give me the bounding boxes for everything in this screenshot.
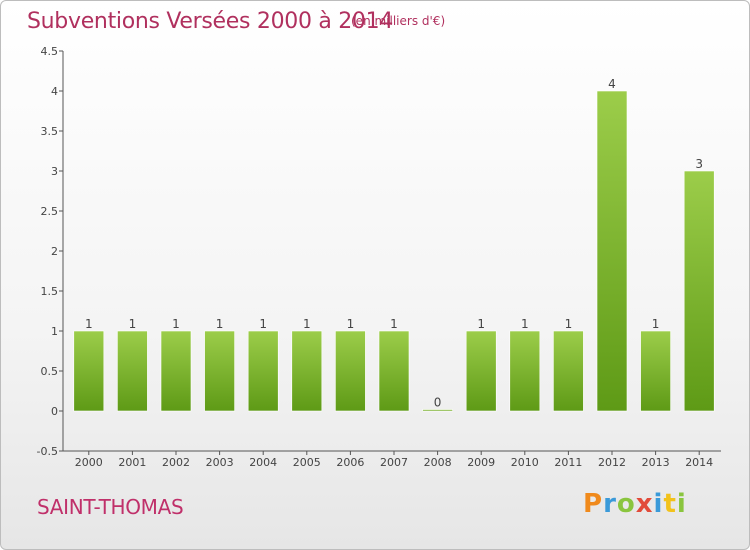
x-tick-label-2012: 2012 xyxy=(598,456,626,469)
y-tick-label: 3 xyxy=(51,165,58,178)
x-tick-label-2007: 2007 xyxy=(380,456,408,469)
x-tick-label-2013: 2013 xyxy=(642,456,670,469)
value-label-2009: 1 xyxy=(477,317,485,331)
x-tick-label-2002: 2002 xyxy=(162,456,190,469)
logo-letter: i xyxy=(653,489,664,519)
y-tick-label: 1 xyxy=(51,325,58,338)
logo-letter: x xyxy=(635,489,654,519)
value-label-2012: 4 xyxy=(608,77,616,91)
logo-letter: o xyxy=(616,489,636,519)
bar-2005 xyxy=(291,330,323,412)
value-label-2003: 1 xyxy=(216,317,224,331)
value-label-2005: 1 xyxy=(303,317,311,331)
bar-2009 xyxy=(465,330,497,412)
logo-letter: i xyxy=(676,489,687,519)
bar-2010 xyxy=(509,330,541,412)
logo-letter: t xyxy=(663,489,677,519)
x-tick-label-2008: 2008 xyxy=(424,456,452,469)
value-label-2007: 1 xyxy=(390,317,398,331)
x-tick-label-2009: 2009 xyxy=(467,456,495,469)
chart-subtitle: (en milliers d'€) xyxy=(351,14,446,28)
value-label-2004: 1 xyxy=(259,317,267,331)
x-tick-label-2001: 2001 xyxy=(118,456,146,469)
value-label-2014: 3 xyxy=(695,157,703,171)
value-label-2000: 1 xyxy=(85,317,93,331)
value-label-2006: 1 xyxy=(347,317,355,331)
commune-name: SAINT-THOMAS xyxy=(37,495,184,519)
bar-2003 xyxy=(204,330,235,412)
x-tick-label-2000: 2000 xyxy=(75,456,103,469)
value-label-2001: 1 xyxy=(129,317,137,331)
y-tick-label: 4.5 xyxy=(41,45,59,58)
chart-title: Subventions Versées 2000 à 2014 xyxy=(27,9,394,34)
y-tick-label: 0.5 xyxy=(41,365,59,378)
x-tick-label-2010: 2010 xyxy=(511,456,539,469)
bar-2012 xyxy=(596,90,628,412)
bar-2001 xyxy=(117,330,148,412)
value-label-2008: 0 xyxy=(434,396,442,410)
y-tick-label: -0.5 xyxy=(37,445,58,458)
bar-2002 xyxy=(160,330,192,412)
bar-2006 xyxy=(335,330,366,412)
y-tick-label: 4 xyxy=(51,85,58,98)
value-label-2013: 1 xyxy=(652,317,660,331)
bar-2011 xyxy=(553,330,584,412)
bar-2000 xyxy=(73,330,105,412)
bar-2004 xyxy=(247,330,279,412)
proxiti-logo: Proxiti xyxy=(583,489,687,519)
bar-2007 xyxy=(378,330,410,412)
bar-2008 xyxy=(422,409,453,412)
bar-2013 xyxy=(640,330,671,412)
x-tick-label-2003: 2003 xyxy=(206,456,234,469)
value-label-2002: 1 xyxy=(172,317,180,331)
y-tick-label: 2.5 xyxy=(41,205,59,218)
value-label-2010: 1 xyxy=(521,317,529,331)
x-tick-label-2006: 2006 xyxy=(336,456,364,469)
y-tick-label: 3.5 xyxy=(41,125,59,138)
y-tick-label: 0 xyxy=(51,405,58,418)
x-tick-label-2004: 2004 xyxy=(249,456,277,469)
y-tick-label: 1.5 xyxy=(41,285,59,298)
value-label-2011: 1 xyxy=(565,317,573,331)
x-tick-label-2005: 2005 xyxy=(293,456,321,469)
logo-letter: r xyxy=(603,489,617,519)
logo-letter: P xyxy=(583,489,604,519)
x-tick-label-2011: 2011 xyxy=(554,456,582,469)
y-tick-label: 2 xyxy=(51,245,58,258)
x-tick-label-2014: 2014 xyxy=(685,456,713,469)
bar-2014 xyxy=(683,170,715,412)
